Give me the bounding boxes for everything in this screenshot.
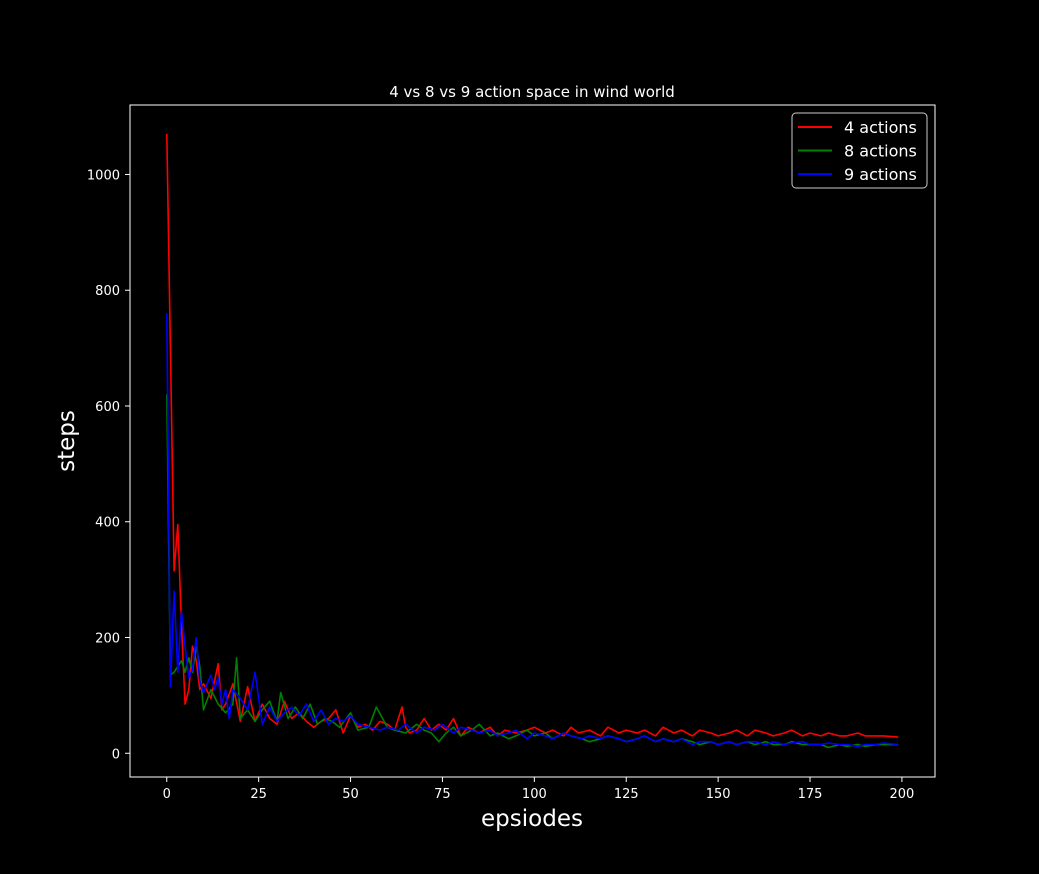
series-line-3: [166, 313, 899, 748]
x-tick-label: 0: [163, 787, 171, 802]
ticks-layer: 0 25 50 75 100 125 150 175 200 0 200 400 600 800 1000: [87, 168, 914, 802]
series-layer: [166, 133, 899, 749]
x-tick-label: 100: [522, 787, 547, 802]
legend-entry: 8 actions: [844, 142, 917, 161]
x-tick-label: 125: [614, 787, 639, 802]
x-tick-label: 25: [250, 787, 267, 802]
x-tick-label: 200: [890, 787, 915, 802]
legend-entry: 9 actions: [844, 165, 917, 184]
y-tick-label: 1000: [87, 168, 120, 183]
x-tick-label: 50: [342, 787, 359, 802]
x-axis-label: epsiodes: [481, 806, 583, 832]
y-tick-label: 200: [95, 632, 120, 647]
x-tick-label: 150: [706, 787, 731, 802]
plot-frame: [129, 104, 936, 778]
y-tick-label: 0: [112, 747, 120, 762]
y-axis-label: steps: [54, 410, 80, 472]
legend-box: [791, 112, 928, 189]
x-tick-label: 175: [798, 787, 823, 802]
chart-title: 4 vs 8 vs 9 action space in wind world: [389, 83, 675, 101]
legend: 4 actions 8 actions 9 actions: [791, 112, 928, 189]
series-line-2: [166, 394, 899, 749]
y-tick-label: 800: [95, 284, 120, 299]
y-tick-label: 400: [95, 516, 120, 531]
legend-entry: 4 actions: [844, 118, 917, 137]
y-tick-label: 600: [95, 400, 120, 415]
x-tick-label: 75: [434, 787, 451, 802]
